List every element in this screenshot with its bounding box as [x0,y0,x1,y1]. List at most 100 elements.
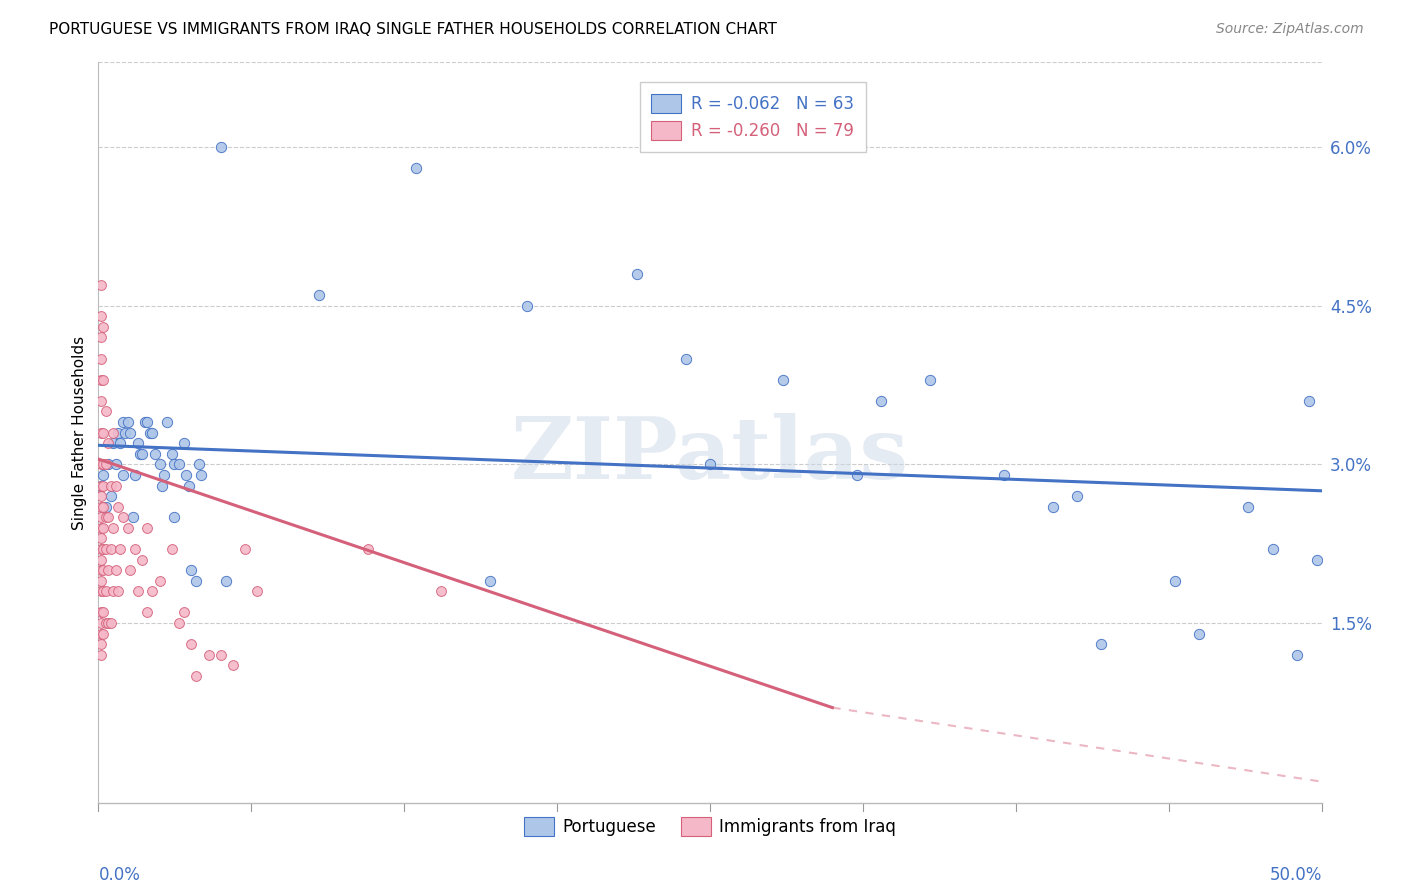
Point [1042,500,1064,514]
Point [1066,489,1088,503]
Point [121,510,143,524]
Point [90,541,112,556]
Point [1261,541,1284,556]
Point [90,584,112,599]
Point [101,584,124,599]
Point [91,467,114,482]
Point [1237,500,1260,514]
Point [94,584,117,599]
Point [90,458,112,472]
Point [136,606,159,620]
Point [97,563,120,577]
Point [90,393,112,408]
Point [100,541,122,556]
Point [127,436,149,450]
Point [180,563,202,577]
Point [186,574,208,588]
Point [356,541,378,556]
Point [97,510,120,524]
Point [127,584,149,599]
Point [699,458,721,472]
Point [209,648,232,662]
Legend: Portuguese, Immigrants from Iraq: Portuguese, Immigrants from Iraq [517,810,903,843]
Point [90,277,112,292]
Point [149,574,172,588]
Point [104,458,127,472]
Point [167,458,190,472]
Point [180,637,202,651]
Point [91,500,114,514]
Point [772,373,794,387]
Point [246,584,269,599]
Point [97,436,120,450]
Point [308,288,330,302]
Point [214,574,236,588]
Point [90,500,112,514]
Point [120,425,142,440]
Point [90,637,112,651]
Point [104,563,127,577]
Point [91,606,114,620]
Point [90,478,112,492]
Point [90,648,112,662]
Point [187,458,209,472]
Point [90,478,112,492]
Point [149,458,172,472]
Point [233,541,256,556]
Point [124,541,146,556]
Point [160,447,183,461]
Point [163,458,186,472]
Point [131,447,153,461]
Point [91,425,114,440]
Point [94,458,117,472]
Point [97,458,120,472]
Point [1090,637,1112,651]
Point [100,615,122,630]
Point [110,436,132,450]
Point [117,415,139,429]
Point [222,658,245,673]
Point [91,319,114,334]
Point [90,351,112,366]
Point [1164,574,1187,588]
Point [91,584,114,599]
Point [91,458,114,472]
Point [143,447,166,461]
Point [90,606,112,620]
Point [139,425,162,440]
Point [90,615,112,630]
Point [124,467,146,482]
Point [91,563,114,577]
Point [90,425,112,440]
Point [478,574,501,588]
Point [176,467,198,482]
Text: ZIPatlas: ZIPatlas [510,413,910,497]
Point [156,415,179,429]
Point [1188,626,1211,640]
Point [111,467,134,482]
Point [515,299,537,313]
Point [114,425,136,440]
Point [1298,393,1320,408]
Point [111,510,134,524]
Point [117,521,139,535]
Point [190,467,212,482]
Point [90,373,112,387]
Point [920,373,942,387]
Point [197,648,219,662]
Text: 50.0%: 50.0% [1270,866,1322,884]
Point [101,521,124,535]
Point [153,467,176,482]
Point [91,541,114,556]
Point [101,436,124,450]
Point [97,615,120,630]
Point [626,267,648,281]
Point [186,669,208,683]
Point [107,425,129,440]
Y-axis label: Single Father Households: Single Father Households [72,335,87,530]
Point [90,489,112,503]
Point [90,521,112,535]
Point [104,478,127,492]
Point [107,500,129,514]
Point [100,478,122,492]
